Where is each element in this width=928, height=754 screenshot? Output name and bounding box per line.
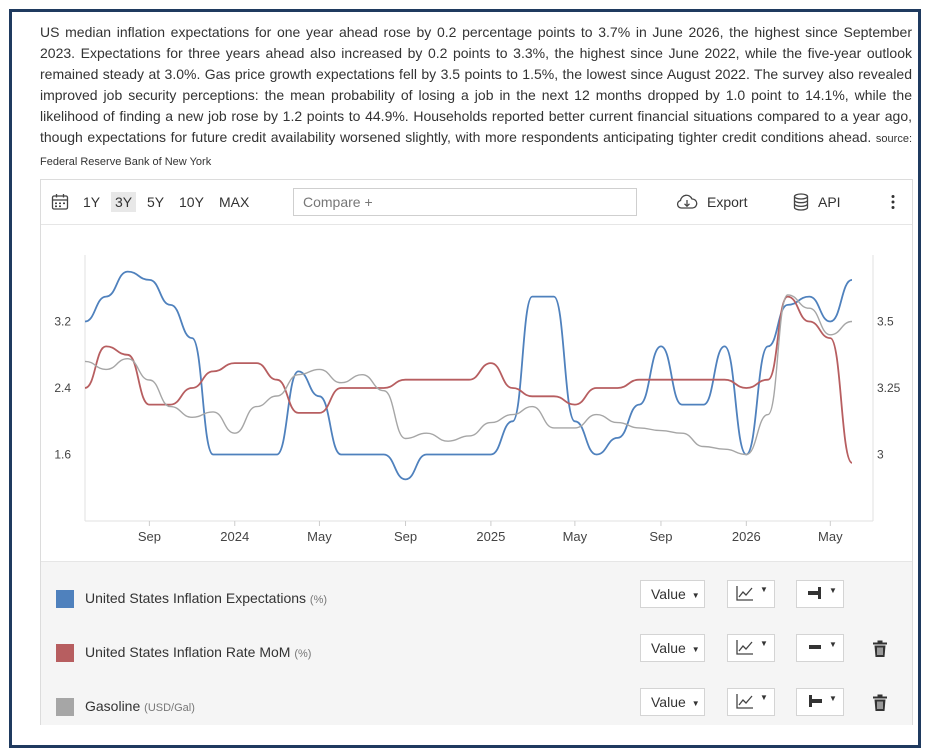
legend-series-name: United States Inflation Rate MoM (%) — [85, 644, 311, 660]
more-options-icon[interactable] — [890, 194, 896, 215]
caret-down-icon: ▼ — [829, 694, 837, 703]
summary-paragraph: US median inflation expectations for one… — [40, 22, 912, 173]
series-layer — [84, 270, 853, 481]
legend-row-gasoline: Gasoline (USD/Gal) Value ▼ ▼ ▼ — [41, 688, 912, 728]
caret-down-icon: ▼ — [760, 639, 768, 648]
legend-unit: (%) — [294, 648, 312, 660]
y-left-tick-label: 1.6 — [54, 448, 71, 462]
range-max[interactable]: MAX — [219, 194, 250, 210]
caret-down-icon: ▼ — [691, 698, 700, 708]
flag-left-icon — [809, 695, 822, 707]
caret-down-icon: ▼ — [760, 585, 768, 594]
y-left-tick-label: 3.2 — [54, 315, 71, 329]
value-select[interactable]: Value ▼ — [640, 580, 705, 608]
y-right-tick-label: 3 — [877, 448, 884, 462]
legend-swatch[interactable] — [56, 590, 74, 608]
legend-row-inflation-expectations: United States Inflation Expectations (%)… — [41, 580, 912, 620]
database-icon[interactable] — [793, 193, 809, 216]
line-chart-icon — [736, 694, 753, 709]
chart-area: Sep 2024 May Sep 2025 May Sep 2026 May 1.6 2.4 3.2 3… — [41, 225, 912, 560]
legend-unit: (USD/Gal) — [144, 702, 195, 714]
range-1y[interactable]: 1Y — [83, 194, 101, 210]
calendar-icon[interactable] — [51, 193, 69, 216]
caret-down-icon: ▼ — [829, 586, 837, 595]
line-style-select[interactable]: ▼ — [796, 688, 844, 716]
flag-right-icon — [808, 587, 821, 599]
trash-icon[interactable] — [872, 694, 888, 712]
line-style-select[interactable]: ▼ — [796, 634, 844, 662]
legend-swatch[interactable] — [56, 698, 74, 716]
line-chart: Sep 2024 May Sep 2025 May Sep 2026 May 1.6 2.4 3.2 3… — [54, 255, 901, 545]
x-tick-label: 2026 — [732, 529, 761, 544]
y-right-tick-label: 3.25 — [877, 381, 901, 395]
value-select[interactable]: Value ▼ — [640, 634, 705, 662]
legend-unit: (%) — [309, 594, 328, 606]
api-button[interactable]: API — [818, 194, 841, 210]
axis-layer: Sep 2024 May Sep 2025 May Sep 2026 May 1.6 2.4 3.2 3… — [54, 315, 900, 545]
plot-frame — [84, 255, 874, 522]
x-tick-label: 2024 — [220, 529, 249, 544]
series-line-united-states-inflation-rate-mom — [84, 295, 853, 464]
range-5y[interactable]: 5Y — [147, 194, 165, 210]
line-chart-icon — [736, 586, 753, 601]
caret-down-icon: ▼ — [691, 644, 700, 654]
x-tick-label: May — [818, 529, 843, 544]
legend-label: Gasoline — [85, 698, 141, 714]
range-10y[interactable]: 10Y — [179, 194, 204, 210]
series-line-gasoline — [84, 294, 853, 456]
x-tick-label: Sep — [138, 529, 161, 544]
series-line-united-states-inflation-expectations — [84, 270, 853, 481]
legend-series-name: Gasoline (USD/Gal) — [85, 698, 195, 714]
x-tick-label: May — [563, 529, 588, 544]
line-chart-icon — [736, 640, 753, 655]
y-left-tick-label: 2.4 — [54, 381, 71, 395]
value-select-label: Value — [651, 694, 686, 710]
summary-text: US median inflation expectations for one… — [40, 24, 912, 145]
x-tick-label: Sep — [649, 529, 672, 544]
chart-type-select[interactable]: ▼ — [727, 688, 775, 716]
line-style-icon — [809, 645, 821, 649]
chart-type-select[interactable]: ▼ — [727, 634, 775, 662]
legend-panel: United States Inflation Expectations (%)… — [41, 561, 912, 725]
chart-panel: 1Y 3Y 5Y 10Y MAX Compare + Export API Se… — [40, 179, 913, 725]
chart-toolbar: 1Y 3Y 5Y 10Y MAX Compare + Export API — [41, 180, 912, 225]
value-select[interactable]: Value ▼ — [640, 688, 705, 716]
y-right-tick-label: 3.5 — [877, 315, 894, 329]
chart-type-select[interactable]: ▼ — [727, 580, 775, 608]
value-select-label: Value — [651, 586, 686, 602]
cloud-download-icon[interactable] — [676, 194, 698, 215]
caret-down-icon: ▼ — [691, 590, 700, 600]
compare-input[interactable]: Compare + — [293, 188, 637, 216]
export-button[interactable]: Export — [707, 194, 748, 210]
caret-down-icon: ▼ — [760, 693, 768, 702]
caret-down-icon: ▼ — [829, 640, 837, 649]
x-tick-label: May — [307, 529, 332, 544]
legend-series-name: United States Inflation Expectations (%) — [85, 590, 327, 606]
summary-source: source: Federal Reserve Bank of New York — [40, 133, 912, 168]
trash-icon[interactable] — [872, 640, 888, 658]
legend-label: United States Inflation Expectations — [85, 590, 307, 606]
line-style-select[interactable]: ▼ — [796, 580, 844, 608]
range-3y[interactable]: 3Y — [111, 192, 137, 212]
legend-swatch[interactable] — [56, 644, 74, 662]
x-tick-label: Sep — [394, 529, 417, 544]
legend-label: United States Inflation Rate MoM — [85, 644, 291, 660]
legend-row-inflation-rate-mom: United States Inflation Rate MoM (%) Val… — [41, 634, 912, 674]
x-tick-label: 2025 — [476, 529, 505, 544]
value-select-label: Value — [651, 640, 686, 656]
